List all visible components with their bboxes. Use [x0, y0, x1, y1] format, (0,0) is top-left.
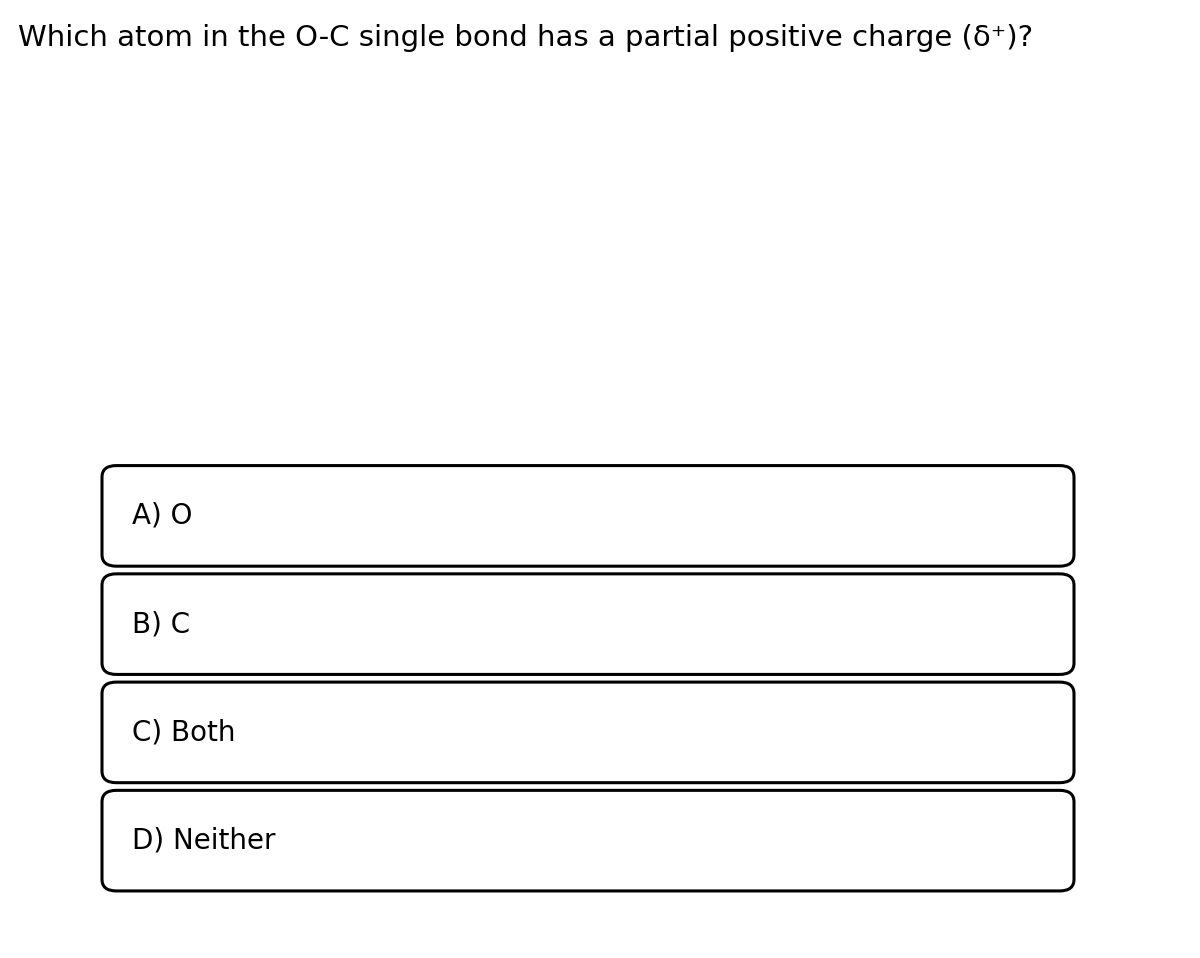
Text: B) C: B) C: [132, 610, 190, 638]
FancyBboxPatch shape: [102, 790, 1074, 891]
FancyBboxPatch shape: [102, 466, 1074, 566]
FancyBboxPatch shape: [102, 574, 1074, 674]
Text: D) Neither: D) Neither: [132, 827, 276, 855]
Text: A) O: A) O: [132, 502, 192, 530]
FancyBboxPatch shape: [102, 682, 1074, 783]
Text: C) Both: C) Both: [132, 718, 235, 746]
Text: Which atom in the O-C single bond has a partial positive charge (δ⁺)?: Which atom in the O-C single bond has a …: [18, 24, 1033, 52]
